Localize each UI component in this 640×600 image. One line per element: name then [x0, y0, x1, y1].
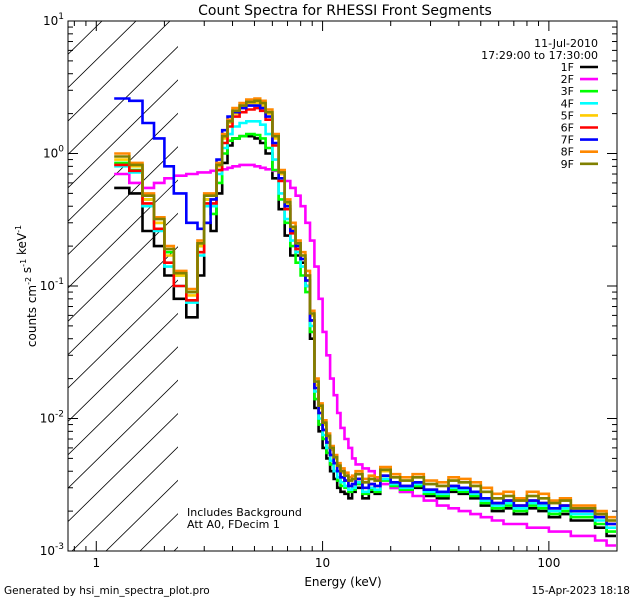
hatch-line	[68, 21, 171, 122]
plot-axes: 1 10 100 10-3 10-2 10-1 100 101	[40, 12, 618, 570]
series-lines	[114, 97, 616, 547]
legend-label-2F: 2F	[561, 73, 574, 86]
y-tick-label: 10-1	[40, 277, 64, 293]
x-tick-label: 10	[315, 556, 330, 570]
annotation-background: Includes Background	[187, 506, 302, 519]
legend-label-3F: 3F	[561, 85, 574, 98]
x-tick-label: 1	[92, 556, 100, 570]
hatch-line	[68, 79, 178, 189]
series-line-7F	[114, 97, 616, 526]
hatch-line	[68, 379, 178, 489]
footer-generated-by: Generated by hsi_min_spectra_plot.pro	[4, 585, 210, 597]
series-line-3F	[114, 132, 616, 533]
series-line-8F	[114, 97, 616, 519]
series-line-1F	[114, 134, 616, 538]
y-tick-label: 10-2	[40, 410, 64, 426]
y-axis-label: counts cm-2 s-1 keV-1	[14, 225, 39, 347]
hatch-line	[71, 446, 178, 551]
legend-label-6F: 6F	[561, 122, 574, 135]
legend-date: 11-Jul-2010	[534, 37, 598, 50]
chart-title: Count Spectra for RHESSI Front Segments	[198, 3, 492, 19]
hatch-line	[68, 246, 178, 356]
background-hatch-region	[68, 21, 178, 551]
hatch-line	[68, 212, 178, 322]
y-tick-label: 10-3	[40, 542, 64, 558]
y-tick-label: 101	[43, 12, 64, 28]
hatch-line	[68, 413, 178, 523]
hatch-line	[68, 45, 178, 156]
series-line-4F	[114, 120, 616, 529]
series-line-9F	[114, 99, 616, 522]
legend-label-7F: 7F	[561, 134, 574, 147]
legend-time-range: 17:29:00 to 17:30:00	[481, 49, 598, 62]
x-axis-label: Energy (keV)	[304, 575, 381, 589]
legend-label-9F: 9F	[561, 158, 574, 171]
legend-label-1F: 1F	[561, 61, 574, 74]
legend-label-5F: 5F	[561, 109, 574, 122]
y-tick-label: 100	[43, 145, 64, 161]
legend-label-8F: 8F	[561, 146, 574, 159]
legend-label-4F: 4F	[561, 97, 574, 110]
hatch-line	[68, 279, 178, 389]
annotation-attenuator: Att A0, FDecim 1	[187, 518, 280, 531]
series-line-5F	[114, 101, 616, 522]
footer-timestamp: 15-Apr-2023 18:18	[531, 585, 630, 597]
x-tick-label: 100	[537, 556, 560, 570]
